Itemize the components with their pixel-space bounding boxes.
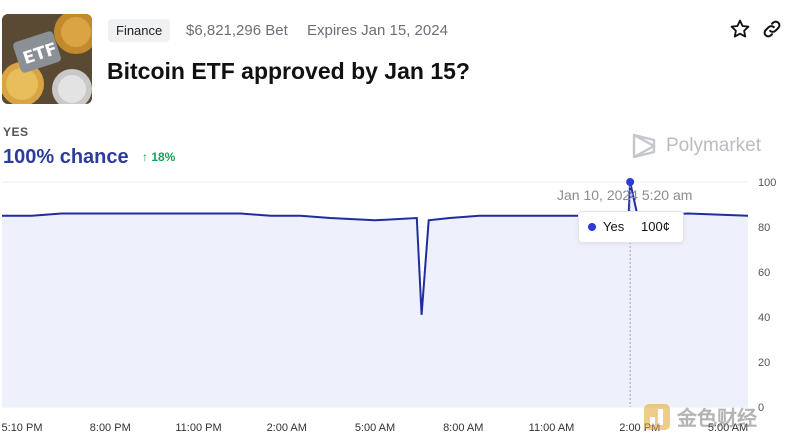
chart-area-fill (2, 182, 748, 407)
tooltip-series-name: Yes (603, 219, 625, 234)
market-thumbnail: ETF (2, 14, 92, 104)
hover-point (626, 178, 635, 186)
bitcoin-coins-image: ETF (2, 14, 92, 104)
star-icon[interactable] (729, 18, 751, 40)
x-tick-label: 5:00 AM (355, 422, 395, 434)
polymarket-logo-icon (632, 133, 656, 159)
chart-tooltip: Yes 100¢ (578, 211, 684, 243)
y-tick-label: 20 (758, 357, 770, 369)
market-title: Bitcoin ETF approved by Jan 15? (107, 58, 470, 84)
x-tick-label: 5:10 PM (2, 422, 43, 434)
outcome-label: YES (3, 125, 29, 139)
series-dot-icon (588, 223, 596, 231)
y-tick-label: 0 (758, 402, 764, 414)
price-chart[interactable]: 100 80 60 40 20 0 5:10 PM 8:00 PM 11:00 PM 2:00 … (0, 170, 798, 443)
watermark-text: 金色财经 (677, 408, 757, 430)
bet-volume: $6,821,296 Bet (186, 22, 288, 39)
y-axis-ticks: 100 80 60 40 20 0 (758, 177, 776, 414)
x-tick-label: 8:00 AM (443, 422, 483, 434)
category-badge[interactable]: Finance (108, 19, 171, 42)
y-tick-label: 100 (758, 177, 776, 189)
watermark-logo-icon (644, 403, 670, 430)
expiration-date: Expires Jan 15, 2024 (307, 22, 448, 39)
y-tick-label: 80 (758, 222, 770, 234)
x-tick-label: 11:00 PM (175, 422, 221, 434)
x-tick-label: 8:00 PM (90, 422, 131, 434)
x-axis-ticks: 5:10 PM 8:00 PM 11:00 PM 2:00 AM 5:00 AM 8:00… (2, 422, 749, 434)
brand-name: Polymarket (666, 135, 762, 156)
chance-delta: ↑ 18% (142, 150, 176, 164)
polymarket-brand: Polymarket (630, 132, 761, 160)
chance-value: 100% chance (3, 146, 129, 168)
tooltip-value: 100¢ (641, 219, 670, 234)
y-tick-label: 40 (758, 312, 770, 324)
hover-timestamp: Jan 10, 2024 5:20 am (557, 187, 693, 203)
link-icon[interactable] (761, 18, 783, 40)
x-tick-label: 11:00 AM (529, 422, 575, 434)
x-tick-label: 2:00 AM (267, 422, 307, 434)
y-tick-label: 60 (758, 267, 770, 279)
x-tick-label: 5:00 AM (708, 422, 748, 434)
jinse-watermark: 金色财经 (643, 402, 757, 431)
